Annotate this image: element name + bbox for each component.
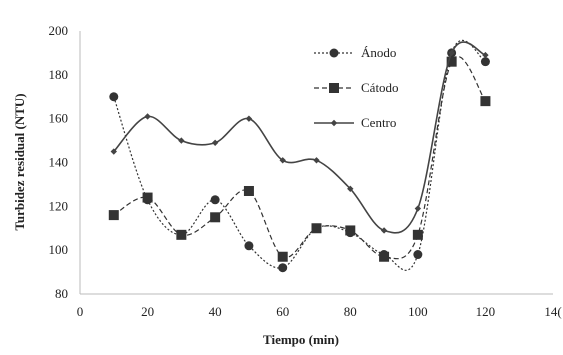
data-point <box>144 113 151 120</box>
series-line <box>113 41 486 234</box>
legend-item: Ánodo <box>314 45 396 60</box>
data-point <box>210 212 221 223</box>
x-tick-label: 20 <box>141 304 154 319</box>
data-point <box>380 227 388 234</box>
data-point <box>311 223 322 234</box>
data-point <box>142 192 153 203</box>
data-point <box>109 92 119 102</box>
data-point <box>379 251 390 262</box>
y-tick-label: 100 <box>49 242 69 257</box>
data-point <box>446 56 457 67</box>
data-point <box>480 57 490 67</box>
data-point <box>414 205 422 212</box>
x-axis-title: Tiempo (min) <box>263 332 339 347</box>
data-point <box>482 51 489 59</box>
data-point <box>277 251 288 262</box>
legend-item: Centro <box>314 115 396 130</box>
legend-label: Cátodo <box>361 80 399 95</box>
y-tick-label: 180 <box>49 67 69 82</box>
series-2 <box>108 55 491 262</box>
data-point <box>210 195 220 205</box>
legend-marker <box>329 83 339 93</box>
legend-item: Cátodo <box>314 80 399 95</box>
series-line <box>113 39 486 271</box>
y-tick-label: 120 <box>49 198 69 213</box>
x-tick-label: 40 <box>209 304 222 319</box>
data-point <box>345 225 356 236</box>
data-point <box>108 210 119 221</box>
data-point <box>480 96 491 107</box>
legend-label: Ánodo <box>361 45 396 60</box>
data-point <box>413 250 423 260</box>
data-point <box>243 185 254 196</box>
data-point <box>245 115 253 122</box>
y-tick-label: 140 <box>49 155 69 170</box>
series-layer <box>108 39 491 273</box>
series-3 <box>110 41 489 234</box>
y-tick-label: 80 <box>55 286 68 301</box>
y-axis-title: Turbidez residual (NTU) <box>12 93 27 230</box>
y-tick-label: 200 <box>49 23 69 38</box>
data-point <box>313 157 320 164</box>
data-point <box>178 137 185 144</box>
data-point <box>412 229 423 240</box>
axes: 80 100 120 140 160 180 200 0 20 40 60 80 100 120 14( <box>49 23 562 319</box>
y-tick-label: 160 <box>49 111 69 126</box>
x-tick-label: 80 <box>344 304 357 319</box>
data-point <box>176 229 187 240</box>
x-tick-label: 0 <box>77 304 84 319</box>
data-point <box>244 241 254 251</box>
legend-marker <box>330 119 338 127</box>
data-point <box>211 139 219 146</box>
x-tick-label: 60 <box>276 304 289 319</box>
x-tick-label: 14( <box>544 304 561 319</box>
legend: Ánodo Cátodo Centro <box>314 45 399 130</box>
data-point <box>279 157 286 164</box>
data-point <box>110 148 117 155</box>
data-point <box>347 185 354 192</box>
x-tick-label: 120 <box>476 304 496 319</box>
data-point <box>278 263 288 273</box>
legend-label: Centro <box>361 115 396 130</box>
legend-marker <box>329 48 339 58</box>
data-point <box>448 49 455 57</box>
x-tick-label: 100 <box>408 304 428 319</box>
